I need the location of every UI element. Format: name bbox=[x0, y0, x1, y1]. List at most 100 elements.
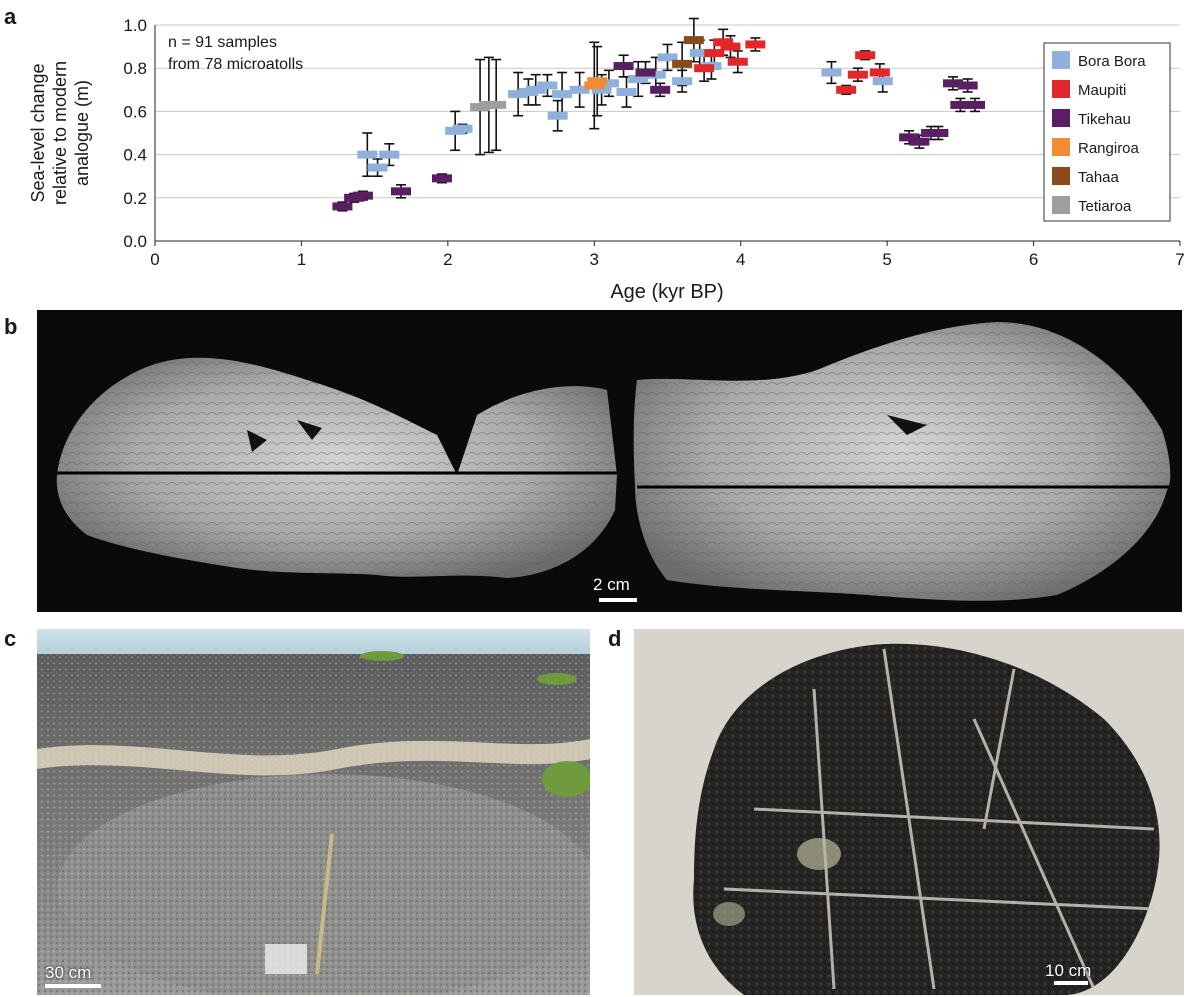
y-tick-label: 0.2 bbox=[123, 189, 147, 208]
scale-label-d: 10 cm bbox=[1045, 961, 1092, 980]
data-point-tikehau bbox=[391, 187, 411, 196]
panel-label-c: c bbox=[4, 626, 17, 651]
data-point-maupiti bbox=[713, 38, 734, 47]
scale-bar-d bbox=[1054, 981, 1088, 985]
x-tick-label: 1 bbox=[297, 250, 306, 269]
y-tick-label: 0.0 bbox=[123, 232, 147, 251]
data-point-tikehau bbox=[957, 81, 978, 90]
data-point-bora-bora bbox=[552, 90, 573, 99]
x-tick-label: 6 bbox=[1029, 250, 1038, 269]
data-point-bora-bora bbox=[672, 77, 693, 86]
legend-swatch bbox=[1052, 167, 1070, 185]
data-point-tikehau bbox=[352, 191, 373, 200]
data-point-bora-bora bbox=[821, 68, 842, 77]
panel-label-a: a bbox=[4, 4, 17, 29]
data-point-tahaa bbox=[683, 36, 704, 45]
data-point-tikehau bbox=[650, 85, 671, 94]
axes bbox=[154, 25, 1180, 242]
legend-box bbox=[1043, 42, 1171, 222]
data-point-bora-bora bbox=[628, 75, 649, 83]
data-point-bora-bora bbox=[598, 79, 619, 88]
data-point-maupiti bbox=[855, 51, 876, 60]
measuring-stick bbox=[315, 833, 334, 975]
x-tick-label: 5 bbox=[882, 250, 891, 269]
data-points bbox=[332, 36, 985, 211]
y-tick-label: 1.0 bbox=[123, 16, 147, 35]
sample-annotation-line1: n = 91 samples bbox=[168, 34, 277, 51]
sample-bag bbox=[265, 944, 307, 974]
data-point-maupiti bbox=[704, 49, 725, 58]
y-axis-label-line3: analogue (m) bbox=[72, 80, 92, 186]
data-point-bora-bora bbox=[547, 111, 568, 120]
microatoll-colony bbox=[693, 643, 1160, 995]
legend-label: Rangiroa bbox=[1078, 140, 1140, 157]
coral-slab-image bbox=[56, 322, 1171, 601]
scale-bar-b bbox=[599, 598, 637, 602]
reef-flat-photo: 30 cm bbox=[37, 629, 590, 995]
y-axis-label-line1: Sea-level change bbox=[28, 63, 48, 202]
data-point-rangiroa bbox=[584, 81, 605, 90]
data-point-tikehau bbox=[943, 79, 964, 88]
data-point-maupiti bbox=[694, 64, 715, 73]
data-point-tikehau bbox=[432, 174, 452, 183]
data-point-bora-bora bbox=[357, 150, 378, 159]
legend-swatch bbox=[1052, 51, 1070, 69]
scale-label-c: 30 cm bbox=[45, 963, 92, 982]
tick-labels: 0.0 0.2 0.4 0.6 0.8 1.0 0 1 2 3 4 5 6 7 bbox=[123, 16, 1184, 269]
y-axis-label-line2: relative to modern bbox=[50, 61, 70, 205]
data-point-tahaa bbox=[672, 59, 693, 68]
coral-slab-photo: 2 cm bbox=[37, 310, 1182, 612]
y-tick-label: 0.6 bbox=[123, 102, 147, 121]
panel-label-d: d bbox=[608, 626, 622, 651]
x-tick-label: 0 bbox=[150, 250, 159, 269]
legend-label: Tikehau bbox=[1078, 111, 1131, 128]
data-point-bora-bora bbox=[645, 70, 666, 79]
data-point-maupiti bbox=[836, 85, 857, 94]
legend-label: Tetiaroa bbox=[1078, 198, 1132, 215]
sample-annotation-line2: from 78 microatolls bbox=[168, 56, 303, 73]
panel-label-b: b bbox=[4, 314, 18, 339]
data-point-maupiti bbox=[720, 42, 741, 51]
data-point-maupiti bbox=[847, 70, 868, 79]
data-point-bora-bora bbox=[616, 87, 637, 96]
data-point-tikehau bbox=[613, 62, 634, 71]
data-point-bora-bora bbox=[689, 49, 710, 58]
data-point-maupiti bbox=[745, 40, 766, 49]
y-tick-label: 0.4 bbox=[123, 146, 147, 165]
data-point-bora-bora bbox=[379, 150, 400, 159]
reef-flat-image bbox=[37, 629, 590, 995]
data-point-tikehau bbox=[635, 68, 656, 77]
x-tick-label: 2 bbox=[443, 250, 452, 269]
legend-swatch bbox=[1052, 109, 1070, 127]
data-point-tetiaroa bbox=[486, 100, 507, 109]
y-tick-label: 0.8 bbox=[123, 59, 147, 78]
legend-swatch bbox=[1052, 138, 1070, 156]
x-axis-label: Age (kyr BP) bbox=[610, 281, 723, 303]
scale-label-b: 2 cm bbox=[593, 575, 630, 594]
data-point-bora-bora bbox=[537, 81, 558, 90]
legend-swatch bbox=[1052, 80, 1070, 98]
sea-level-chart: 0.00.20.40.60.81.00 1 2 3 4 5 6 7 Age (kyr BP) … bbox=[28, 16, 1185, 303]
data-point-maupiti bbox=[727, 57, 748, 66]
microatoll-top-image bbox=[693, 643, 1160, 995]
legend-swatch bbox=[1052, 196, 1070, 214]
data-point-tikehau bbox=[950, 100, 971, 109]
data-point-maupiti bbox=[869, 68, 890, 77]
data-point-tikehau bbox=[965, 100, 985, 109]
data-point-bora-bora bbox=[569, 85, 590, 94]
data-point-bora-bora bbox=[657, 53, 678, 62]
y-axis-label: Sea-level change relative to modern anal… bbox=[28, 61, 92, 205]
data-point-bora-bora bbox=[452, 124, 473, 133]
data-point-bora-bora bbox=[525, 85, 546, 94]
legend-label: Maupiti bbox=[1078, 82, 1126, 99]
data-point-tikehau bbox=[909, 137, 930, 146]
data-point-tikehau bbox=[332, 202, 353, 211]
data-point-bora-bora bbox=[591, 85, 612, 94]
x-tick-label: 3 bbox=[590, 250, 599, 269]
x-tick-label: 4 bbox=[736, 250, 745, 269]
microatoll-top-photo: 10 cm bbox=[634, 629, 1184, 995]
data-point-rangiroa bbox=[587, 77, 608, 86]
data-point-bora-bora bbox=[872, 77, 893, 86]
scale-bar-c bbox=[45, 984, 101, 988]
data-point-tikehau bbox=[928, 129, 949, 137]
